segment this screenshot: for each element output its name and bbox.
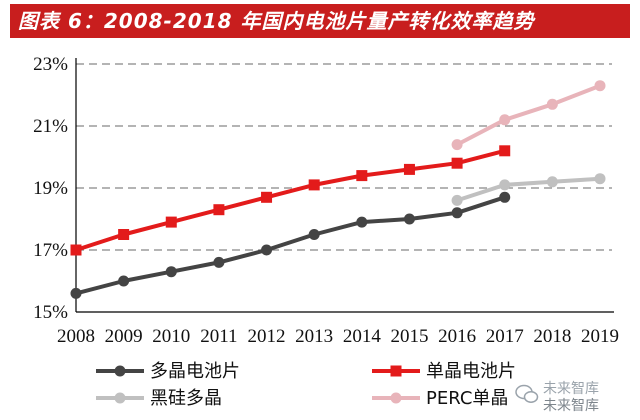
- series-line: [456, 83, 601, 147]
- x-tick-label: 2008: [57, 326, 95, 347]
- y-tick-label: 19%: [33, 178, 68, 199]
- x-tick-label: 2012: [248, 326, 286, 347]
- legend-item: 多晶电池片: [96, 361, 240, 382]
- series-2: [70, 145, 511, 256]
- data-point: [546, 176, 558, 188]
- data-point: [546, 98, 558, 110]
- data-point: [499, 179, 511, 191]
- x-tick-label: 2019: [581, 326, 619, 347]
- y-tick-label: 23%: [33, 54, 68, 75]
- data-point: [499, 145, 511, 157]
- watermark-line-1: 未来智库: [543, 381, 599, 397]
- series-line: [456, 176, 601, 203]
- legend-item: 单晶电池片: [372, 361, 516, 382]
- x-tick-label: 2014: [343, 326, 382, 347]
- line-chart: 15% 17% 19% 21% 23% 2008 2009 2010 2011 2012 2013 2…: [33, 54, 619, 409]
- x-tick-label: 2017: [486, 326, 524, 347]
- series-lines: [70, 80, 606, 299]
- data-point: [70, 287, 82, 299]
- y-tick-label: 17%: [33, 240, 68, 261]
- watermark: 未来智库 未来智库: [515, 382, 640, 416]
- x-tick-label: 2015: [390, 326, 428, 347]
- x-tick-label: 2013: [295, 326, 333, 347]
- legend-item: PERC单晶: [372, 388, 508, 409]
- legend-label: PERC单晶: [426, 388, 508, 409]
- data-point: [261, 244, 273, 256]
- data-point: [165, 266, 177, 278]
- figure-title: 图表 6：2008-2018 年国内电池片量产转化效率趋势: [10, 4, 630, 38]
- data-point: [451, 194, 463, 206]
- legend-label: 多晶电池片: [150, 361, 240, 382]
- x-tick-label: 2018: [533, 326, 571, 347]
- x-tick-label: 2009: [105, 326, 143, 347]
- legend-marker: [114, 365, 126, 377]
- data-point: [356, 216, 368, 228]
- data-point: [261, 191, 273, 203]
- series-3: [451, 173, 606, 206]
- data-point: [499, 191, 511, 203]
- data-point: [451, 157, 463, 169]
- data-point: [451, 139, 463, 151]
- x-tick-label: 2010: [152, 326, 190, 347]
- legend-marker: [114, 392, 126, 404]
- data-point: [213, 256, 225, 268]
- data-point: [118, 275, 130, 287]
- series-4: [451, 80, 606, 151]
- axes: 15% 17% 19% 21% 23% 2008 2009 2010 2011 2012 2013 2…: [33, 54, 619, 347]
- legend-marker: [390, 365, 402, 377]
- series-line: [75, 148, 506, 252]
- data-point: [403, 213, 415, 225]
- data-point: [213, 204, 225, 216]
- y-tick-label: 21%: [33, 116, 68, 137]
- gridlines: [76, 63, 612, 251]
- series-1: [70, 191, 511, 299]
- data-point: [70, 244, 82, 256]
- series-line: [75, 195, 506, 296]
- data-point: [308, 229, 320, 240]
- legend-label: 黑硅多晶: [150, 388, 222, 409]
- data-point: [165, 216, 177, 228]
- legend-label: 单晶电池片: [426, 361, 516, 382]
- watermark-line-2: 未来智库: [543, 398, 599, 414]
- data-point: [403, 163, 415, 175]
- x-tick-label: 2011: [200, 326, 237, 347]
- wechat-icon: [515, 384, 539, 403]
- data-point: [594, 80, 606, 92]
- y-tick-label: 15%: [33, 302, 68, 323]
- data-point: [118, 229, 130, 240]
- data-point: [308, 179, 320, 191]
- data-point: [594, 173, 606, 185]
- data-point: [499, 114, 511, 126]
- data-point: [451, 207, 463, 219]
- legend-marker: [390, 392, 402, 404]
- data-point: [356, 170, 368, 182]
- legend-item: 黑硅多晶: [96, 388, 222, 409]
- x-tick-label: 2016: [438, 326, 476, 347]
